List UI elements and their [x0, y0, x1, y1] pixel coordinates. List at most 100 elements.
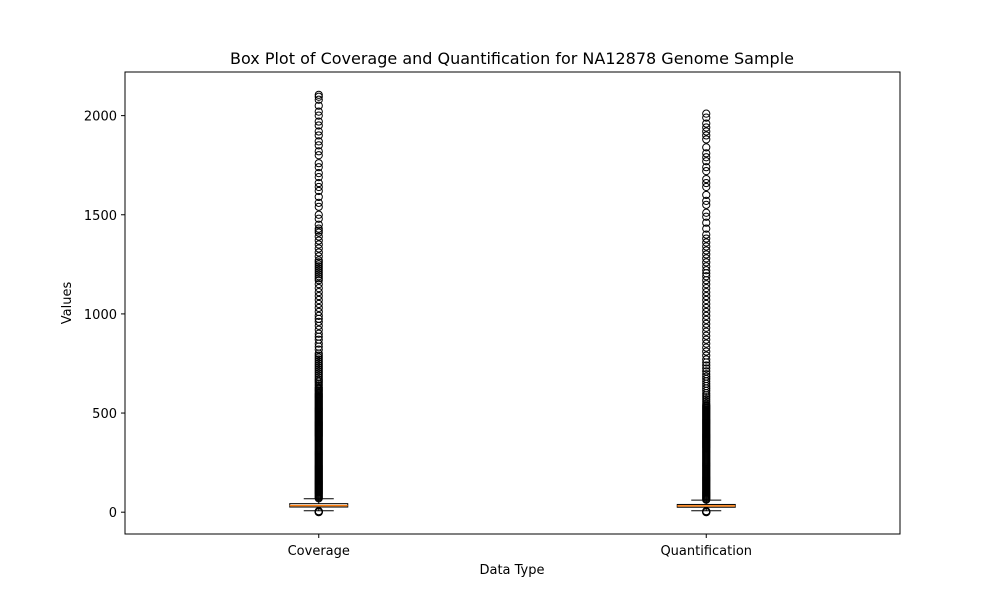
- outlier-point: [702, 361, 711, 370]
- outlier-point: [314, 355, 323, 364]
- y-tick-label: 2000: [84, 110, 117, 125]
- outlier-point: [702, 182, 711, 192]
- outlier-point: [314, 303, 323, 313]
- outlier-point: [314, 268, 323, 277]
- outlier-point: [314, 284, 323, 293]
- outlier-point: [314, 92, 323, 101]
- outlier-point: [702, 287, 711, 297]
- outlier-point: [702, 127, 711, 136]
- outlier-point: [314, 371, 323, 380]
- outlier-point: [702, 266, 711, 275]
- outlier-point: [314, 121, 323, 130]
- outlier-point: [314, 367, 323, 376]
- outlier-point: [314, 111, 323, 120]
- outlier-point: [702, 163, 711, 172]
- outlier-point: [314, 220, 323, 229]
- box-series: [289, 90, 736, 517]
- outlier-point: [702, 323, 711, 332]
- y-axis-ticks: 0 500 1000 1500 2000: [84, 110, 125, 521]
- y-tick-label: 1000: [84, 308, 117, 323]
- outlier-point: [702, 399, 711, 408]
- outlier-point: [702, 364, 711, 373]
- outlier-point: [702, 234, 711, 243]
- y-axis-label: Values: [60, 282, 75, 325]
- outlier-point: [702, 355, 711, 364]
- outlier-point: [702, 200, 711, 209]
- box-quantification: [676, 109, 736, 517]
- plot-frame: [124, 71, 901, 535]
- outlier-point: [702, 331, 711, 340]
- outlier-point: [702, 119, 711, 128]
- outlier-point: [314, 291, 323, 301]
- outlier-point: [314, 361, 323, 370]
- outlier-point: [702, 258, 711, 267]
- outlier-point: [314, 151, 323, 160]
- outlier-point: [702, 272, 711, 281]
- outlier-point: [702, 212, 711, 221]
- outlier-point: [702, 167, 711, 176]
- outlier-point: [702, 335, 711, 344]
- outlier-point: [702, 291, 711, 301]
- outlier-point: [314, 272, 323, 281]
- outlier-point: [702, 372, 711, 381]
- x-tick-label: Quantification: [660, 544, 752, 559]
- outlier-point: [314, 353, 323, 362]
- outlier-point: [702, 230, 711, 239]
- outlier-point: [702, 393, 711, 402]
- outlier-point: [314, 141, 323, 150]
- outlier-point: [314, 169, 323, 178]
- outlier-point: [702, 131, 711, 140]
- outlier-point: [314, 270, 323, 279]
- outlier-point: [702, 238, 711, 247]
- outlier-point: [702, 280, 711, 289]
- outlier-point: [702, 157, 711, 166]
- plot-area: [124, 71, 901, 535]
- outlier-point: [702, 178, 711, 188]
- outlier-point: [314, 307, 323, 317]
- outlier-point: [702, 319, 711, 328]
- outlier-point: [314, 375, 323, 384]
- outlier-point: [314, 262, 323, 271]
- outlier-point: [314, 202, 323, 211]
- outlier-point: [314, 287, 323, 297]
- outlier-point: [702, 343, 711, 352]
- outlier-point: [314, 351, 323, 360]
- outlier-point: [702, 339, 711, 348]
- outlier-point: [314, 317, 323, 326]
- outlier-point: [702, 242, 711, 251]
- box-coverage: [289, 90, 349, 517]
- outlier-point: [702, 307, 711, 317]
- outlier-point: [314, 186, 323, 196]
- x-tick-label: Coverage: [288, 544, 350, 559]
- outlier-point: [702, 113, 711, 122]
- outlier-point: [702, 327, 711, 336]
- outlier-point: [702, 315, 711, 324]
- outlier-point: [314, 236, 323, 245]
- outlier-point: [702, 174, 711, 184]
- outlier-point: [702, 208, 711, 217]
- y-tick-label: 500: [92, 407, 117, 422]
- outlier-point: [702, 351, 711, 360]
- outlier-point: [314, 258, 323, 267]
- outlier-point: [702, 507, 711, 516]
- outlier-point: [314, 137, 323, 146]
- outlier-point: [702, 370, 711, 379]
- outlier-point: [702, 303, 711, 313]
- outlier-point: [702, 153, 711, 162]
- x-axis-ticks: Coverage Quantification: [288, 534, 752, 559]
- chart-title: Box Plot of Coverage and Quantification …: [230, 49, 794, 68]
- outlier-point: [314, 192, 323, 202]
- outlier-point: [702, 218, 711, 227]
- outlier-point: [314, 363, 323, 372]
- outlier-point: [702, 347, 711, 356]
- outlier-point: [314, 280, 323, 289]
- outlier-point: [702, 395, 711, 404]
- outlier-point: [314, 226, 323, 235]
- outlier-point: [314, 240, 323, 249]
- outlier-point: [314, 244, 323, 253]
- y-tick-label: 0: [109, 506, 117, 521]
- outlier-point: [314, 295, 323, 305]
- outlier-point: [314, 325, 323, 334]
- outlier-point: [314, 369, 323, 378]
